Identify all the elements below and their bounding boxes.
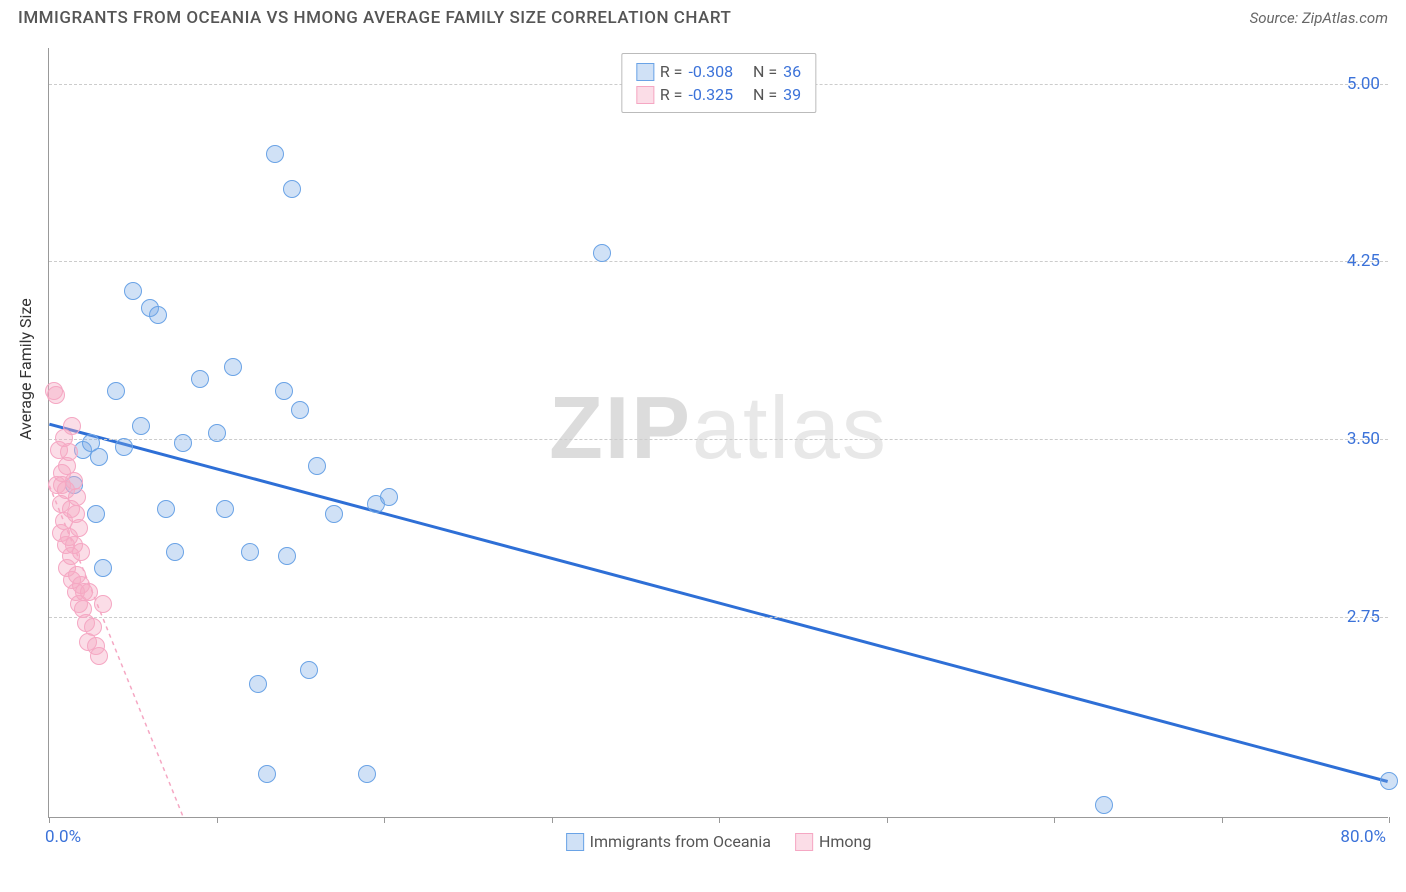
data-point xyxy=(208,424,226,442)
x-tick xyxy=(552,817,553,823)
watermark-bold: ZIP xyxy=(549,377,692,476)
data-point xyxy=(241,543,259,561)
y-tick-label: 5.00 xyxy=(1347,74,1380,94)
y-axis-title: Average Family Size xyxy=(16,298,35,440)
data-point xyxy=(84,618,102,636)
r-value: -0.325 xyxy=(688,85,733,104)
x-axis-end-label: 80.0% xyxy=(1340,827,1386,847)
x-tick xyxy=(1222,817,1223,823)
swatch-hmong-icon xyxy=(795,833,813,851)
x-tick xyxy=(887,817,888,823)
legend-item-hmong: Hmong xyxy=(795,832,871,851)
data-point xyxy=(283,180,301,198)
x-tick xyxy=(384,817,385,823)
data-point xyxy=(249,675,267,693)
data-point xyxy=(380,488,398,506)
data-point xyxy=(174,434,192,452)
r-label: R = xyxy=(660,62,683,81)
swatch-oceania xyxy=(636,63,654,81)
data-point xyxy=(68,488,86,506)
data-point xyxy=(278,547,296,565)
data-point xyxy=(166,543,184,561)
data-point xyxy=(65,472,83,490)
data-point xyxy=(157,500,175,518)
data-point xyxy=(216,500,234,518)
legend-row-oceania: R = -0.308 N = 36 xyxy=(636,60,801,83)
data-point xyxy=(191,370,209,388)
data-point xyxy=(70,519,88,537)
data-point xyxy=(72,543,90,561)
data-point xyxy=(124,282,142,300)
x-tick xyxy=(1389,817,1390,823)
watermark-light: atlas xyxy=(692,377,888,476)
data-point xyxy=(90,647,108,665)
data-point xyxy=(94,559,112,577)
data-point xyxy=(115,438,133,456)
x-tick xyxy=(49,817,50,823)
r-label: R = xyxy=(660,85,683,104)
swatch-oceania-icon xyxy=(566,833,584,851)
gridline xyxy=(49,261,1388,262)
chart-source: Source: ZipAtlas.com xyxy=(1250,9,1388,27)
watermark: ZIPatlas xyxy=(549,376,888,478)
data-point xyxy=(291,401,309,419)
n-value: 39 xyxy=(783,85,801,104)
data-point xyxy=(593,244,611,262)
data-point xyxy=(358,765,376,783)
data-point xyxy=(275,382,293,400)
y-tick-label: 4.25 xyxy=(1347,251,1380,271)
data-point xyxy=(308,457,326,475)
correlation-legend: R = -0.308 N = 36 R = -0.325 N = 39 xyxy=(621,53,816,113)
series-legend: Immigrants from Oceania Hmong xyxy=(566,832,872,851)
data-point xyxy=(107,382,125,400)
data-point xyxy=(60,443,78,461)
legend-label: Hmong xyxy=(819,832,871,851)
n-label: N = xyxy=(753,62,777,81)
data-point xyxy=(47,386,65,404)
r-value: -0.308 xyxy=(688,62,733,81)
gridline xyxy=(49,617,1388,618)
chart-header: IMMIGRANTS FROM OCEANIA VS HMONG AVERAGE… xyxy=(0,0,1406,32)
y-tick-label: 3.50 xyxy=(1347,429,1380,449)
data-point xyxy=(224,358,242,376)
swatch-hmong xyxy=(636,86,654,104)
x-tick xyxy=(1054,817,1055,823)
data-point xyxy=(94,595,112,613)
legend-item-oceania: Immigrants from Oceania xyxy=(566,832,771,851)
data-point xyxy=(1095,796,1113,814)
chart-title: IMMIGRANTS FROM OCEANIA VS HMONG AVERAGE… xyxy=(18,8,731,28)
y-tick-label: 2.75 xyxy=(1347,607,1380,627)
data-point xyxy=(132,417,150,435)
data-point xyxy=(300,661,318,679)
x-tick xyxy=(217,817,218,823)
data-point xyxy=(149,306,167,324)
n-value: 36 xyxy=(783,62,801,81)
data-point xyxy=(1380,772,1398,790)
legend-row-hmong: R = -0.325 N = 39 xyxy=(636,83,801,106)
n-label: N = xyxy=(753,85,777,104)
x-axis-start-label: 0.0% xyxy=(45,827,81,847)
data-point xyxy=(258,765,276,783)
legend-label: Immigrants from Oceania xyxy=(590,832,771,851)
scatter-chart: ZIPatlas R = -0.308 N = 36 R = -0.325 N … xyxy=(48,48,1388,818)
data-point xyxy=(325,505,343,523)
data-point xyxy=(63,417,81,435)
data-point xyxy=(87,505,105,523)
x-tick xyxy=(719,817,720,823)
data-point xyxy=(90,448,108,466)
data-point xyxy=(266,145,284,163)
trend-lines xyxy=(49,48,1388,817)
gridline xyxy=(49,439,1388,440)
